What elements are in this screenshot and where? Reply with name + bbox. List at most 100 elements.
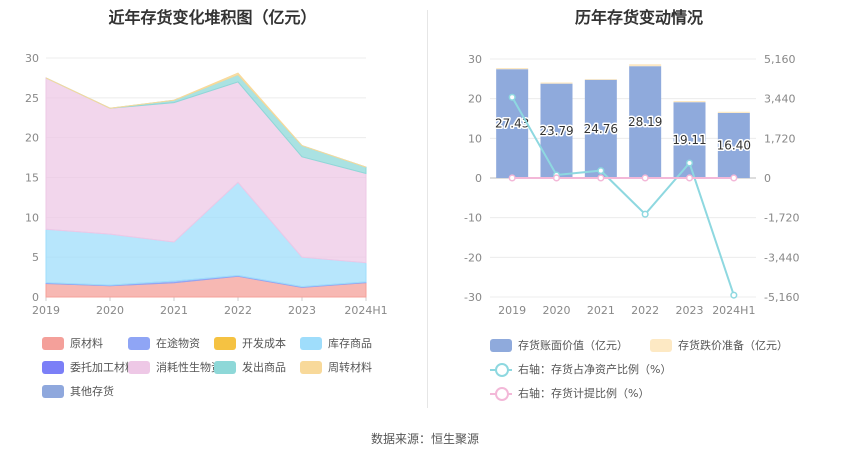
right-chart-panel: 历年存货变动情况 -30 -5,160 -20 -3,440 -10 -1,720 0 0 10… [428,0,850,410]
bar-book-value [629,66,662,178]
right-y-tick-label: -10 [464,212,482,225]
legend-swatch [300,336,322,350]
stacked-area-chart: 0 5 10 15 20 25 30 2019 2020 2021 2022 2023 2024H1 [25,52,388,317]
legend-label: 其他存货 [70,385,114,398]
legend-item-在途物资[interactable]: 在途物资 [128,335,200,351]
point-inventory-to-net-assets [597,167,605,175]
right-y2-tick-label: -1,720 [764,212,799,225]
left-y-tick-label: 25 [25,92,39,105]
right-y2-tick-label: 0 [764,172,771,185]
right-y-tick-label: 20 [468,93,482,106]
point-inventory-to-net-assets [730,291,738,299]
legend-swatch [42,384,64,398]
legend-label: 发出商品 [242,361,286,374]
legend-marker [495,362,509,377]
left-x-tick-label: 2023 [288,304,316,317]
legend-label: 原材料 [70,337,103,350]
left-y-tick-label: 20 [25,132,39,145]
legend-item-原材料[interactable]: 原材料 [42,335,103,351]
right-y2-tick-label: 1,720 [764,132,796,145]
legend-line-symbol [490,362,512,377]
panel-divider [427,10,428,408]
bar-label-halo: 24.76 [584,122,618,136]
legend-line-symbol [490,386,512,401]
legend-item-存货账面价值-亿元[interactable]: 存货账面价值（亿元） [490,337,628,353]
right-x-tick-label: 2022 [631,304,659,317]
legend-label: 右轴：存货计提比例（%） [518,387,650,400]
legend-item-开发成本[interactable]: 开发成本 [214,335,286,351]
legend-item-右轴-存货计提比例[interactable]: 右轴：存货计提比例（%） [490,385,649,401]
bar-label-halo: 28.19 [628,115,662,129]
left-y-tick-label: 15 [25,172,39,185]
bar-impairment [584,78,617,80]
left-y-tick-label: 5 [32,251,39,264]
legend-item-周转材料[interactable]: 周转材料 [300,359,372,375]
right-x-tick-label: 2020 [543,304,571,317]
bar-data-label: 19.11 [672,133,706,147]
right-x-tick-label: 2021 [587,304,615,317]
right-chart-title: 历年存货变动情况 [574,8,703,27]
legend-label: 存货跌价准备（亿元） [678,339,788,352]
point-provision-ratio [552,174,561,182]
legend-swatch [650,338,672,352]
bar-label-halo: 23.79 [539,124,573,138]
right-y-tick-label: 0 [475,172,482,185]
legend-label: 库存商品 [328,337,372,350]
point-provision-ratio [685,174,694,182]
left-y-tick-label: 30 [25,52,39,65]
left-y-tick-label: 0 [32,291,39,304]
legend-item-消耗性生物资产[interactable]: 消耗性生物资产 [128,359,233,375]
legend-label: 消耗性生物资产 [156,361,233,374]
bar-data-label: 27.43 [495,117,529,131]
bar-label-halo: 16.40 [717,138,751,152]
legend-item-其他存货[interactable]: 其他存货 [42,383,114,399]
line-inventory-to-net-assets [511,96,735,296]
bar-book-value [584,79,617,178]
bar-impairment [496,68,529,70]
legend-label: 委托加工材料 [70,361,136,374]
legend-label: 开发成本 [242,337,286,350]
right-y-tick-label: 10 [468,132,482,145]
legend-swatch [42,360,64,374]
right-y2-tick-label: -5,160 [764,291,799,304]
legend-label: 存货账面价值（亿元） [518,339,628,352]
bar-data-label: 16.40 [717,138,751,152]
bar-label-halo: 19.11 [672,133,706,147]
right-y2-tick-label: 5,160 [764,53,796,66]
legend-item-库存商品[interactable]: 库存商品 [300,335,372,351]
legend-swatch [214,336,236,350]
point-inventory-to-net-assets [641,210,649,218]
bar-data-label: 24.76 [584,122,618,136]
bar-impairment [540,82,573,84]
point-inventory-to-net-assets [685,159,694,167]
legend-swatch [300,360,322,374]
bar-book-value [496,69,529,178]
legend-marker [495,386,509,401]
legend-swatch [214,360,236,374]
right-x-tick-label: 2019 [498,304,526,317]
bar-impairment [673,101,706,103]
left-y-tick-label: 10 [25,211,39,224]
area-周转材料 [45,72,367,168]
left-chart-panel: 近年存货变化堆积图（亿元） 0 5 10 15 20 25 30 2019 2020 2021 20… [0,0,425,410]
legend-swatch [42,336,64,350]
point-inventory-to-net-assets [508,93,516,101]
legend-swatch [128,336,150,350]
bar-impairment [629,64,662,67]
right-y-tick-label: -20 [464,251,482,264]
point-provision-ratio [641,174,649,182]
legend-item-发出商品[interactable]: 发出商品 [214,359,286,375]
legend-item-存货跌价准备-亿元[interactable]: 存货跌价准备（亿元） [650,337,788,353]
right-x-tick-label: 2023 [676,304,704,317]
bar-impairment [717,111,750,113]
right-y-tick-label: 30 [468,53,482,66]
legend-label: 在途物资 [156,337,200,350]
data-source-note: 数据来源：恒生聚源 [370,432,479,446]
left-x-tick-label: 2021 [160,304,188,317]
legend-item-委托加工材料[interactable]: 委托加工材料 [42,359,136,375]
left-x-tick-label: 2020 [96,304,124,317]
legend-item-右轴-存货占净资产比例[interactable]: 右轴：存货占净资产比例（%） [490,361,671,377]
point-provision-ratio [730,174,738,182]
left-x-tick-label: 2019 [32,304,60,317]
bar-book-value [540,83,573,178]
